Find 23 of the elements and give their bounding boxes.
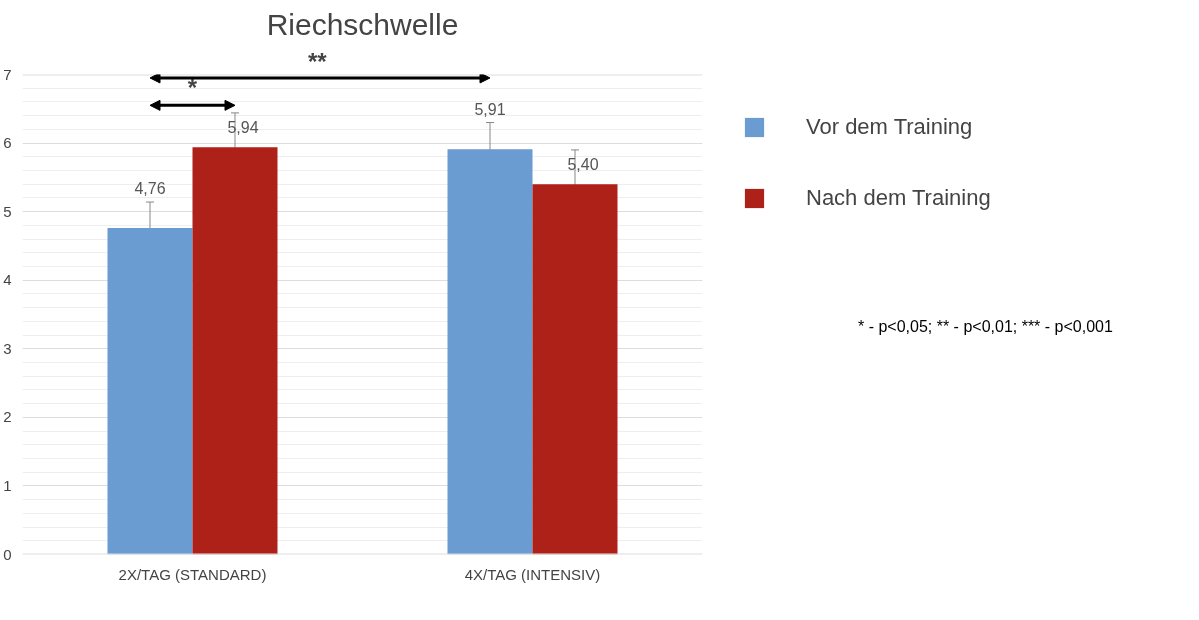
y-tick-label: 0: [3, 545, 12, 563]
legend-label: Vor dem Training: [806, 114, 973, 140]
bar: [532, 184, 618, 555]
y-tick-label: 7: [3, 65, 12, 83]
bar: [192, 147, 278, 555]
data-label: 5,91: [474, 100, 506, 118]
y-tick-label: 4: [3, 271, 12, 289]
data-label: 5,94: [227, 119, 259, 137]
y-tick-label: 3: [3, 339, 12, 357]
bar: [107, 228, 193, 555]
chart-title: Riechschwelle: [266, 7, 459, 41]
y-tick-label: 2: [3, 408, 12, 426]
data-label: 4,76: [134, 180, 166, 198]
x-tick-label: 4X/TAG (INTENSIV): [464, 565, 601, 583]
y-tick-label: 5: [3, 202, 12, 220]
annotation: *: [187, 74, 198, 102]
text: **: [308, 47, 328, 75]
data-label: 5,40: [567, 156, 599, 174]
x-tick-label: 2X/TAG (STANDARD): [118, 565, 267, 583]
y-tick-label: 1: [3, 476, 12, 494]
bar: [447, 149, 533, 555]
y-tick-label: 6: [3, 134, 12, 152]
legend-label: Nach dem Training: [806, 185, 991, 211]
